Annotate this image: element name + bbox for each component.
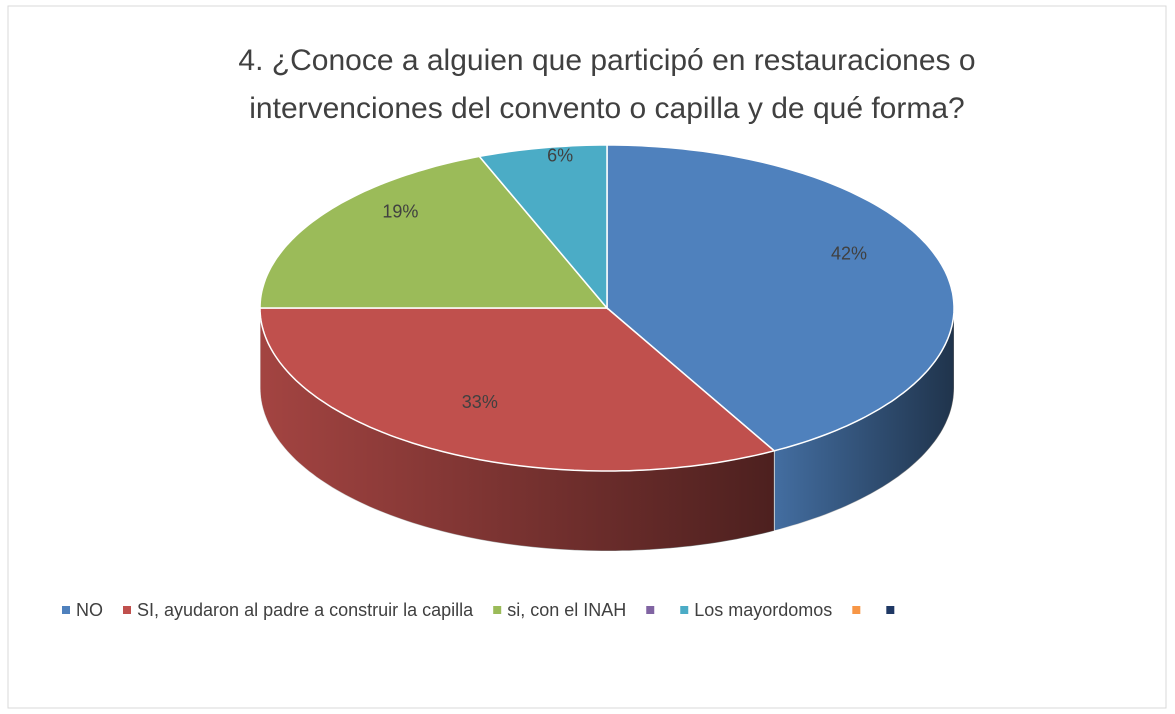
legend-label: si, con el INAH bbox=[507, 600, 626, 620]
slice bbox=[477, 144, 608, 311]
legend-label: SI, ayudaron al padre a construir la cap… bbox=[137, 600, 474, 620]
legend-swatch bbox=[62, 606, 70, 614]
legend-swatch bbox=[886, 606, 895, 614]
legend-label: Los mayordomos bbox=[694, 600, 832, 620]
legend-swatch bbox=[123, 606, 131, 614]
slice bbox=[259, 155, 609, 309]
slice bbox=[606, 144, 955, 452]
legend-swatch bbox=[852, 606, 861, 614]
slice-side-shade bbox=[260, 308, 775, 551]
legend-swatch bbox=[493, 606, 502, 614]
slice-side-shade bbox=[774, 308, 954, 531]
slice bbox=[259, 307, 776, 472]
data-label: 33% bbox=[462, 392, 498, 412]
legend-swatch bbox=[680, 606, 689, 614]
legend-swatch bbox=[646, 606, 655, 614]
legend-label: NO bbox=[76, 600, 103, 620]
data-label: 6% bbox=[547, 145, 573, 165]
data-label: 19% bbox=[382, 202, 418, 222]
data-label: 42% bbox=[831, 244, 867, 264]
chart-title: 4. ¿Conoce a alguien que participó en re… bbox=[238, 44, 975, 125]
